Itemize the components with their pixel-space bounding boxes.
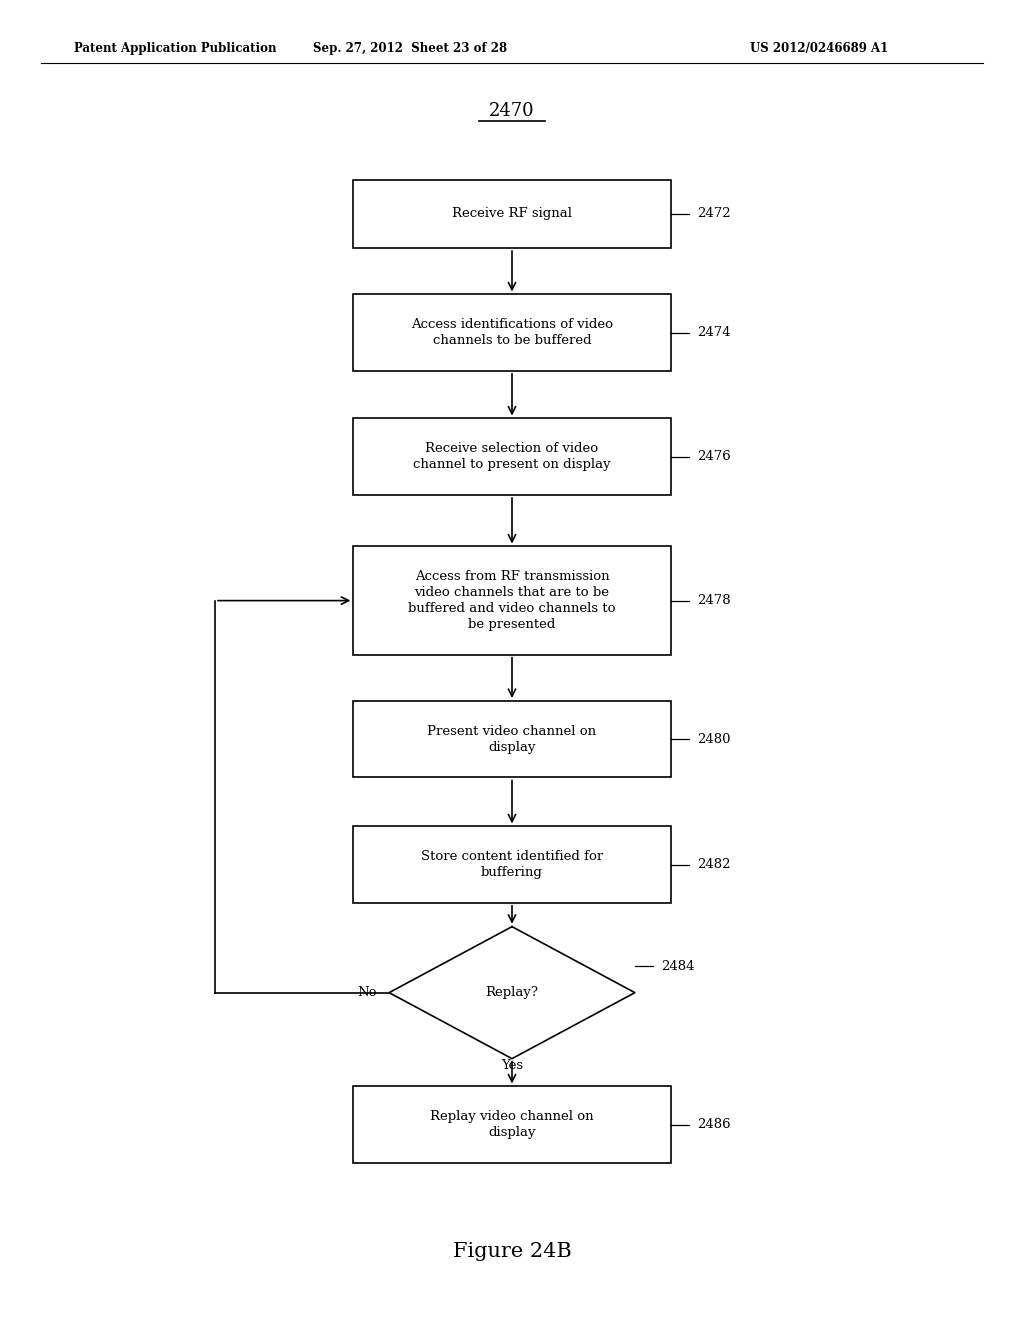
Bar [353,826,671,903]
Text: 2484: 2484 [662,960,695,973]
Text: Receive selection of video
channel to present on display: Receive selection of video channel to pr… [414,442,610,471]
Text: 2474: 2474 [697,326,731,339]
Text: Replay?: Replay? [485,986,539,999]
Text: US 2012/0246689 A1: US 2012/0246689 A1 [750,42,889,55]
Text: Receive RF signal: Receive RF signal [452,207,572,220]
Text: Access from RF transmission
video channels that are to be
buffered and video cha: Access from RF transmission video channe… [409,570,615,631]
Text: 2480: 2480 [697,733,731,746]
Text: Patent Application Publication: Patent Application Publication [74,42,276,55]
Bar [353,546,671,655]
Text: 2470: 2470 [489,102,535,120]
Text: 2472: 2472 [697,207,731,220]
Text: Yes: Yes [501,1059,523,1072]
Text: 2482: 2482 [697,858,731,871]
Text: 2476: 2476 [697,450,731,463]
Text: Figure 24B: Figure 24B [453,1242,571,1261]
Bar [353,294,671,371]
Bar [353,418,671,495]
Text: Replay video channel on
display: Replay video channel on display [430,1110,594,1139]
Text: 2478: 2478 [697,594,731,607]
Bar [353,701,671,777]
Bar [353,180,671,248]
Text: Present video channel on
display: Present video channel on display [427,725,597,754]
Text: 2486: 2486 [697,1118,731,1131]
Text: Access identifications of video
channels to be buffered: Access identifications of video channels… [411,318,613,347]
Text: Store content identified for
buffering: Store content identified for buffering [421,850,603,879]
Bar [353,1086,671,1163]
Text: No: No [357,986,377,999]
Text: Sep. 27, 2012  Sheet 23 of 28: Sep. 27, 2012 Sheet 23 of 28 [312,42,507,55]
